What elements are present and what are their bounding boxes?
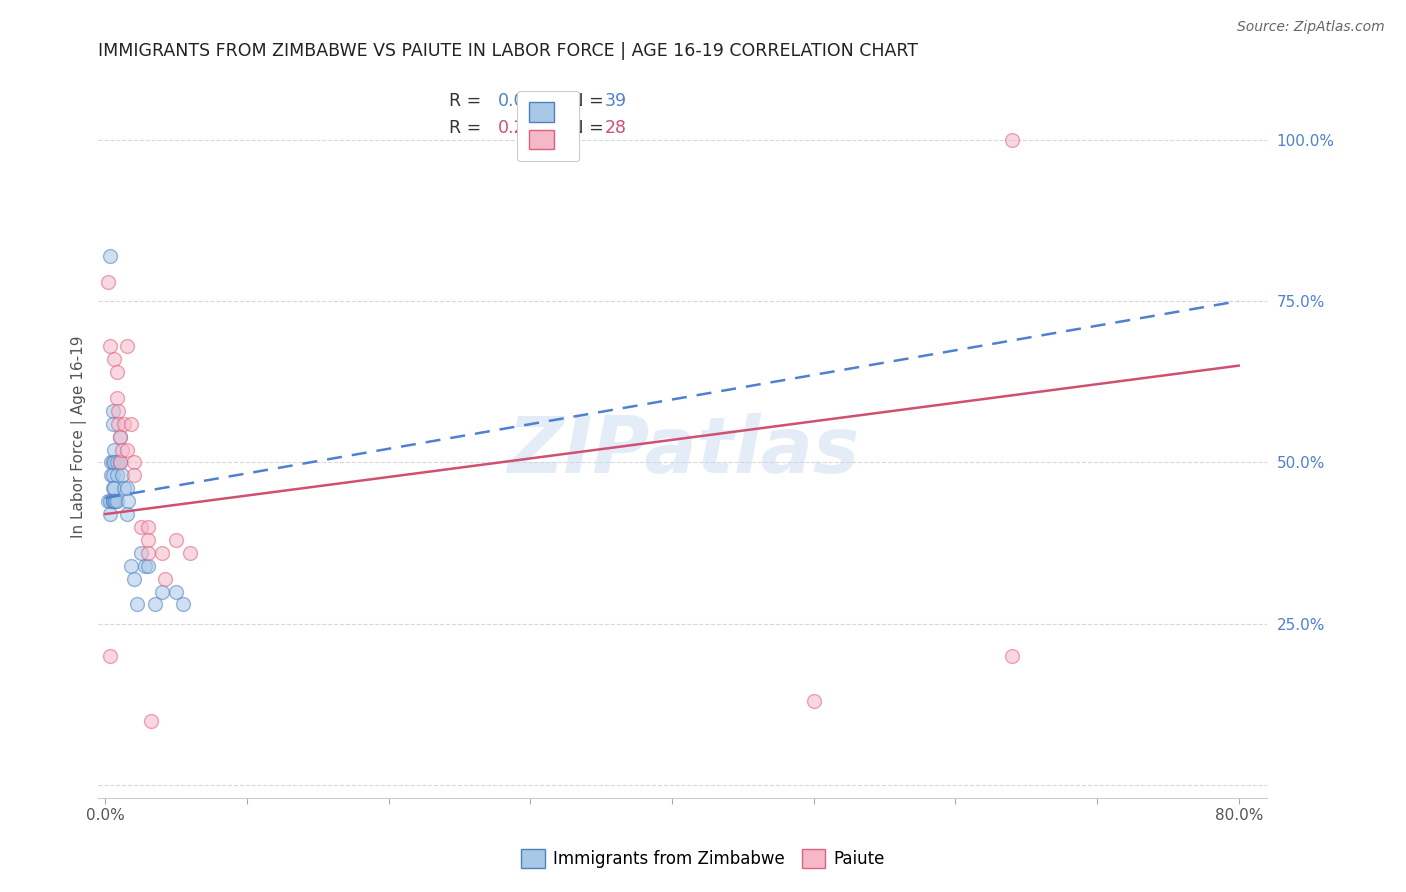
Text: 0.069: 0.069 [498, 92, 548, 110]
Point [105, 391, 128, 405]
Point [98, 249, 121, 263]
Point [129, 546, 152, 560]
Point [108, 429, 131, 443]
Point [115, 339, 138, 353]
Legend: , : , [517, 91, 579, 161]
Point [120, 558, 142, 573]
Point [125, 598, 148, 612]
Point [101, 481, 124, 495]
Point [172, 598, 194, 612]
Text: Source: ZipAtlas.com: Source: ZipAtlas.com [1237, 20, 1385, 34]
Point [98, 507, 121, 521]
Point [107, 404, 129, 418]
Point [803, 694, 825, 708]
Text: R =: R = [449, 119, 486, 137]
Point [115, 442, 138, 457]
Point [98, 494, 121, 508]
Point [108, 455, 131, 469]
Point [136, 546, 159, 560]
Point [105, 455, 128, 469]
Point [150, 546, 173, 560]
Point [100, 455, 122, 469]
Text: ZIPatlas: ZIPatlas [506, 413, 859, 489]
Point [179, 546, 201, 560]
Point [1001, 133, 1024, 147]
Point [112, 481, 135, 495]
Point [150, 584, 173, 599]
Point [115, 507, 138, 521]
Text: R =: R = [449, 92, 486, 110]
Point [98, 649, 121, 664]
Point [101, 455, 124, 469]
Point [104, 494, 127, 508]
Text: N =: N = [554, 92, 609, 110]
Point [104, 494, 127, 508]
Point [143, 598, 166, 612]
Point [139, 714, 162, 728]
Point [100, 468, 122, 483]
Point [117, 494, 139, 508]
Point [101, 494, 124, 508]
Point [103, 455, 125, 469]
Point [1001, 649, 1024, 664]
Point [153, 572, 176, 586]
Point [97, 494, 120, 508]
Point [120, 417, 142, 431]
Point [105, 365, 128, 379]
Point [108, 429, 131, 443]
Point [134, 558, 156, 573]
Point [105, 494, 128, 508]
Point [122, 468, 145, 483]
Point [103, 352, 125, 367]
Point [101, 468, 124, 483]
Point [108, 455, 131, 469]
Point [129, 520, 152, 534]
Text: 28: 28 [605, 119, 627, 137]
Point [122, 455, 145, 469]
Point [98, 339, 121, 353]
Point [136, 533, 159, 547]
Point [101, 404, 124, 418]
Text: 0.233: 0.233 [498, 119, 547, 137]
Point [111, 468, 134, 483]
Point [111, 442, 134, 457]
Text: 39: 39 [605, 92, 627, 110]
Point [103, 481, 125, 495]
Point [107, 417, 129, 431]
Point [112, 417, 135, 431]
Point [136, 520, 159, 534]
Point [136, 558, 159, 573]
Text: IMMIGRANTS FROM ZIMBABWE VS PAIUTE IN LABOR FORCE | AGE 16-19 CORRELATION CHART: IMMIGRANTS FROM ZIMBABWE VS PAIUTE IN LA… [98, 42, 918, 60]
Point [165, 584, 187, 599]
Point [101, 417, 124, 431]
Point [97, 275, 120, 289]
Point [105, 468, 128, 483]
Point [115, 481, 138, 495]
Y-axis label: In Labor Force | Age 16-19: In Labor Force | Age 16-19 [72, 335, 87, 538]
Point [101, 494, 124, 508]
Legend: Immigrants from Zimbabwe, Paiute: Immigrants from Zimbabwe, Paiute [515, 843, 891, 875]
Point [165, 533, 187, 547]
Text: N =: N = [554, 119, 609, 137]
Point [103, 442, 125, 457]
Point [122, 572, 145, 586]
Point [101, 494, 124, 508]
